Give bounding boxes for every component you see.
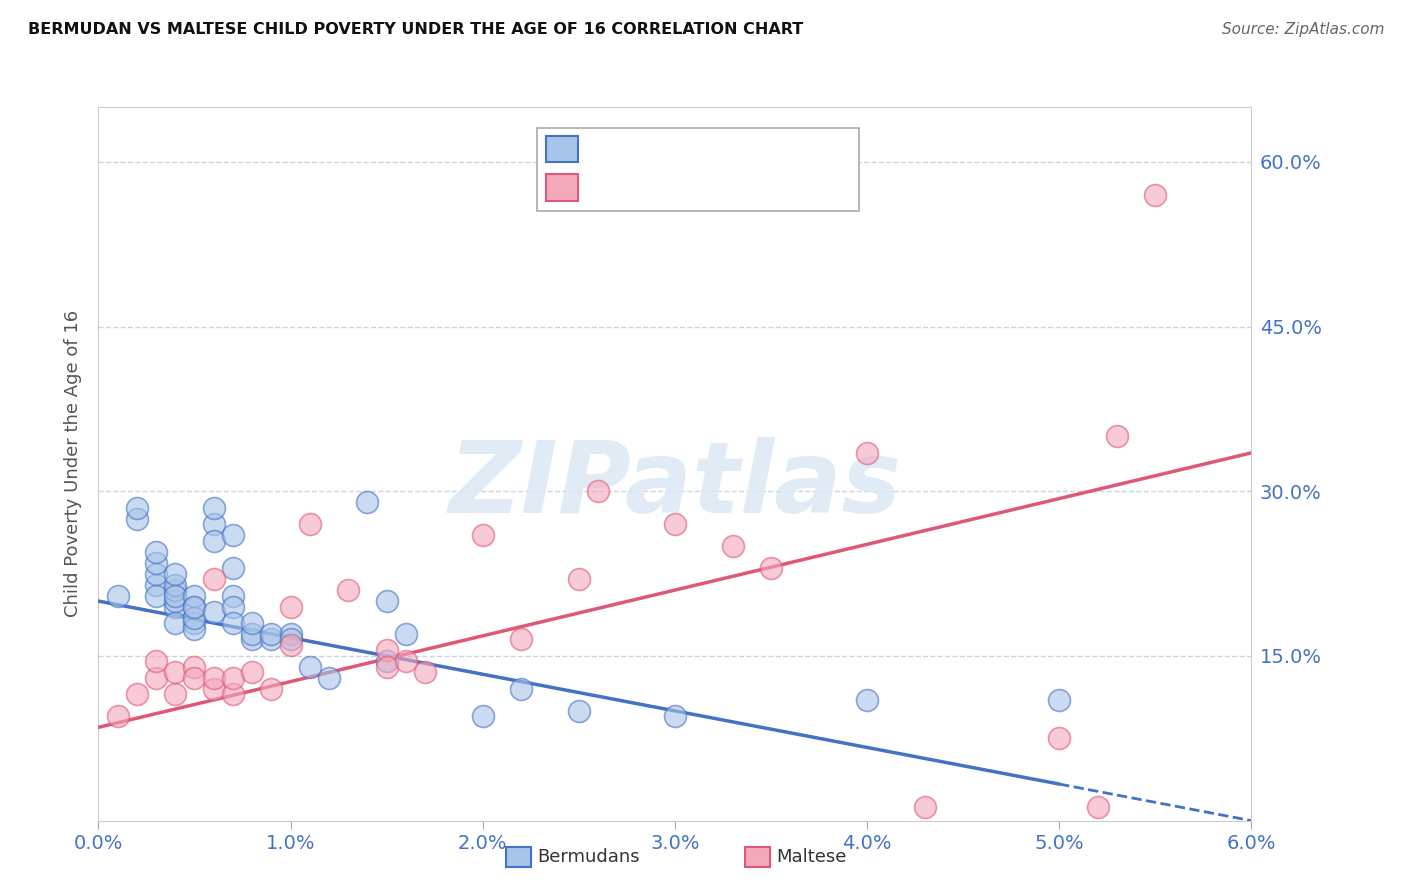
Point — [107, 709, 129, 723]
Point — [510, 632, 533, 647]
Point — [568, 572, 591, 586]
Point — [1087, 800, 1109, 814]
Point — [165, 589, 187, 603]
Y-axis label: Child Poverty Under the Age of 16: Child Poverty Under the Age of 16 — [65, 310, 83, 617]
Point — [145, 655, 167, 669]
Point — [375, 655, 398, 669]
Text: R =: R = — [588, 178, 627, 196]
Point — [471, 709, 494, 723]
Text: Source: ZipAtlas.com: Source: ZipAtlas.com — [1222, 22, 1385, 37]
Text: ZIPatlas: ZIPatlas — [449, 437, 901, 533]
Point — [165, 687, 187, 701]
Point — [202, 517, 225, 532]
Point — [395, 627, 418, 641]
Point — [202, 671, 225, 685]
Point — [165, 599, 187, 614]
Point — [222, 615, 245, 630]
Point — [375, 660, 398, 674]
Text: 36: 36 — [792, 178, 817, 196]
Point — [145, 556, 167, 570]
Point — [165, 615, 187, 630]
Point — [183, 599, 205, 614]
Point — [856, 693, 879, 707]
Point — [1144, 187, 1167, 202]
Point — [280, 627, 302, 641]
Point — [183, 589, 205, 603]
Point — [240, 665, 263, 680]
Point — [202, 533, 225, 548]
Point — [318, 671, 340, 685]
Point — [222, 589, 245, 603]
Point — [222, 671, 245, 685]
Text: Bermudans: Bermudans — [537, 848, 640, 866]
Point — [202, 681, 225, 696]
Point — [280, 632, 302, 647]
Point — [510, 681, 533, 696]
Point — [586, 484, 609, 499]
Point — [165, 665, 187, 680]
Point — [165, 594, 187, 608]
Text: N =: N = — [737, 140, 776, 158]
Point — [165, 577, 187, 591]
Point — [183, 660, 205, 674]
Point — [145, 566, 167, 581]
Point — [721, 539, 744, 553]
Point — [125, 687, 148, 701]
Point — [145, 671, 167, 685]
Point — [260, 632, 283, 647]
Point — [183, 671, 205, 685]
Point — [413, 665, 436, 680]
Point — [856, 446, 879, 460]
Point — [183, 615, 205, 630]
Text: -0.314: -0.314 — [624, 140, 689, 158]
Text: 49: 49 — [792, 140, 817, 158]
Point — [125, 512, 148, 526]
Point — [280, 638, 302, 652]
Point — [298, 517, 321, 532]
Point — [165, 583, 187, 598]
Point — [298, 660, 321, 674]
Point — [145, 544, 167, 558]
Point — [1047, 731, 1070, 746]
Point — [202, 500, 225, 515]
Point — [107, 589, 129, 603]
Point — [222, 599, 245, 614]
Point — [759, 561, 782, 575]
Point — [145, 577, 167, 591]
Point — [664, 517, 686, 532]
Point — [183, 622, 205, 636]
Text: 0.608: 0.608 — [624, 178, 682, 196]
Point — [260, 681, 283, 696]
Point — [375, 643, 398, 657]
Point — [1047, 693, 1070, 707]
Point — [202, 572, 225, 586]
Point — [240, 632, 263, 647]
Point — [165, 566, 187, 581]
Point — [202, 605, 225, 619]
Point — [260, 627, 283, 641]
Point — [183, 599, 205, 614]
Point — [125, 500, 148, 515]
Text: BERMUDAN VS MALTESE CHILD POVERTY UNDER THE AGE OF 16 CORRELATION CHART: BERMUDAN VS MALTESE CHILD POVERTY UNDER … — [28, 22, 803, 37]
Point — [222, 528, 245, 542]
Point — [222, 561, 245, 575]
Point — [1105, 429, 1128, 443]
Point — [145, 589, 167, 603]
Text: Maltese: Maltese — [776, 848, 846, 866]
Text: N =: N = — [737, 178, 776, 196]
Point — [471, 528, 494, 542]
Point — [222, 687, 245, 701]
Point — [664, 709, 686, 723]
Point — [568, 704, 591, 718]
Point — [395, 655, 418, 669]
Point — [280, 599, 302, 614]
Point — [356, 495, 378, 509]
Point — [375, 594, 398, 608]
Point — [240, 627, 263, 641]
Point — [337, 583, 360, 598]
Point — [914, 800, 936, 814]
Point — [240, 615, 263, 630]
Text: R =: R = — [588, 140, 627, 158]
Point — [183, 610, 205, 624]
